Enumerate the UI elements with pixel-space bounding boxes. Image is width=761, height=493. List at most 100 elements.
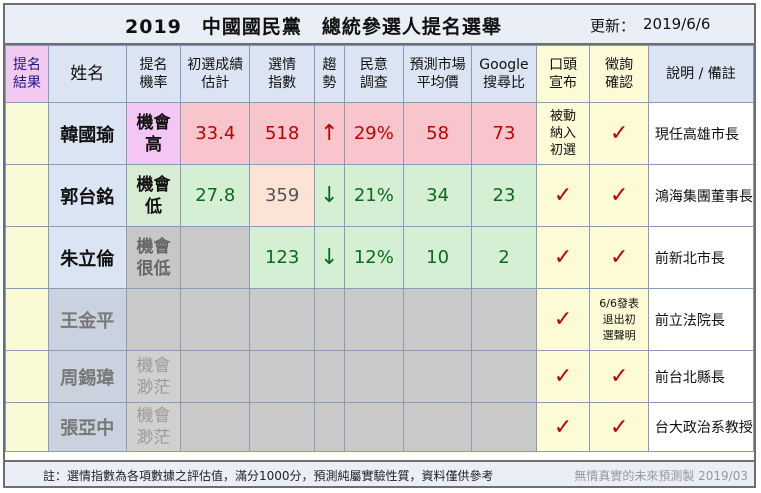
check-icon: ✓: [535, 288, 591, 351]
table-row: 朱立倫 機會 很低 123 ↓ 12% 10 2 ✓ ✓ 前新北市長: [5, 226, 755, 289]
result-cell: [5, 350, 49, 403]
result-cell: [5, 226, 49, 289]
candidate-table: 提名 結果 姓名 提名 機率 初選成績 估計 選情 指數 趨 勢 民意 調查 預…: [5, 45, 755, 452]
col-estimate: 初選成績 估計: [180, 45, 251, 103]
estimate-cell: 33.4: [180, 102, 251, 165]
col-prob: 提名 機率: [125, 45, 182, 103]
market-cell: [402, 402, 473, 452]
google-cell: 23: [471, 164, 537, 227]
check-icon: ✓: [589, 350, 649, 403]
google-cell: [471, 288, 537, 351]
candidate-name: 郭台銘: [47, 164, 127, 227]
title-bar: 2019 中國國民黨 總統參選人提名選舉 更新： 2019/6/6: [5, 5, 754, 45]
poll-cell: 12%: [343, 226, 404, 289]
candidate-name: 張亞中: [47, 402, 127, 452]
check-icon: ✓: [535, 350, 591, 403]
index-cell: 123: [249, 226, 316, 289]
estimate-cell: [180, 402, 251, 452]
check-icon: ✓: [589, 402, 649, 452]
col-index: 選情 指數: [249, 45, 316, 103]
header-row: 提名 結果 姓名 提名 機率 初選成績 估計 選情 指數 趨 勢 民意 調查 預…: [5, 45, 755, 103]
col-result: 提名 結果: [5, 45, 49, 103]
poll-cell: [343, 402, 404, 452]
check-icon: ✓: [535, 164, 591, 227]
col-name: 姓名: [47, 45, 127, 103]
remark-cell: 前立法院長: [647, 288, 755, 351]
estimate-cell: [180, 288, 251, 351]
table-row: 王金平 ✓ 6/6發表 退出初 選聲明 前立法院長: [5, 288, 755, 351]
footer-credit: 無情真實的未來預測製 2019/03: [574, 469, 748, 483]
candidate-name: 韓國瑜: [47, 102, 127, 165]
check-icon: ✓: [589, 102, 649, 165]
col-google: Google 搜尋比: [471, 45, 537, 103]
result-cell: [5, 402, 49, 452]
footer-bar: 註：選情指數為各項數據之評估值，滿分1000分，預測純屬實驗性質，資料僅供參考 …: [5, 460, 754, 486]
google-cell: 2: [471, 226, 537, 289]
index-cell: 518: [249, 102, 316, 165]
result-cell: [5, 102, 49, 165]
election-table-panel: 2019 中國國民黨 總統參選人提名選舉 更新： 2019/6/6 提名 結果 …: [3, 3, 756, 488]
oral-cell: 被動 納入 初選: [535, 102, 591, 165]
table-row: 郭台銘 機會 低 27.8 359 ↓ 21% 34 23 ✓ ✓ 鴻海集團董事…: [5, 164, 755, 227]
estimate-cell: [180, 350, 251, 403]
prob-cell: 機會 高: [125, 102, 182, 165]
table-row: 周錫瑋 機會 渺茫 ✓ ✓ 前台北縣長: [5, 350, 755, 403]
footer-note: 註：選情指數為各項數據之評估值，滿分1000分，預測純屬實驗性質，資料僅供參考: [43, 469, 494, 483]
candidate-name: 周錫瑋: [47, 350, 127, 403]
col-trend: 趨 勢: [314, 45, 345, 103]
col-oral: 口頭 宣布: [535, 45, 591, 103]
check-icon: ✓: [589, 164, 649, 227]
index-cell: 359: [249, 164, 316, 227]
trend-up-icon: ↑: [314, 102, 345, 165]
index-cell: [249, 350, 316, 403]
poll-cell: [343, 288, 404, 351]
table-row: 張亞中 機會 渺茫 ✓ ✓ 台大政治系教授: [5, 402, 755, 452]
remark-cell: 鴻海集團董事長: [647, 164, 755, 227]
prob-cell: 機會 渺茫: [125, 402, 182, 452]
google-cell: [471, 350, 537, 403]
updated-label: 更新：: [590, 17, 636, 35]
estimate-cell: [180, 226, 251, 289]
withdrawal-note: 6/6發表 退出初 選聲明: [589, 288, 649, 351]
col-market: 預測市場 平均價: [402, 45, 473, 103]
poll-cell: 29%: [343, 102, 404, 165]
market-cell: 58: [402, 102, 473, 165]
trend-cell: [314, 402, 345, 452]
remark-cell: 前新北市長: [647, 226, 755, 289]
index-cell: [249, 402, 316, 452]
market-cell: 34: [402, 164, 473, 227]
market-cell: [402, 288, 473, 351]
remark-cell: 台大政治系教授: [647, 402, 755, 452]
market-cell: [402, 350, 473, 403]
updated-date: 2019/6/6: [643, 15, 711, 33]
prob-cell: 機會 很低: [125, 226, 182, 289]
page-title: 2019 中國國民黨 總統參選人提名選舉: [125, 16, 502, 38]
check-icon: ✓: [535, 226, 591, 289]
check-icon: ✓: [589, 226, 649, 289]
prob-cell: [125, 288, 182, 351]
col-poll: 民意 調查: [343, 45, 404, 103]
trend-down-icon: ↓: [314, 164, 345, 227]
col-remark: 說明 / 備註: [647, 45, 755, 103]
trend-cell: [314, 288, 345, 351]
trend-down-icon: ↓: [314, 226, 345, 289]
remark-cell: 前台北縣長: [647, 350, 755, 403]
table-row: 韓國瑜 機會 高 33.4 518 ↑ 29% 58 73 被動 納入 初選 ✓…: [5, 102, 755, 165]
trend-cell: [314, 350, 345, 403]
google-cell: 73: [471, 102, 537, 165]
check-icon: ✓: [535, 402, 591, 452]
col-confirm: 徵詢 確認: [589, 45, 649, 103]
prob-cell: 機會 低: [125, 164, 182, 227]
prob-cell: 機會 渺茫: [125, 350, 182, 403]
index-cell: [249, 288, 316, 351]
estimate-cell: 27.8: [180, 164, 251, 227]
google-cell: [471, 402, 537, 452]
remark-cell: 現任高雄市長: [647, 102, 755, 165]
poll-cell: 21%: [343, 164, 404, 227]
poll-cell: [343, 350, 404, 403]
result-cell: [5, 164, 49, 227]
market-cell: 10: [402, 226, 473, 289]
result-cell: [5, 288, 49, 351]
candidate-name: 朱立倫: [47, 226, 127, 289]
candidate-name: 王金平: [47, 288, 127, 351]
